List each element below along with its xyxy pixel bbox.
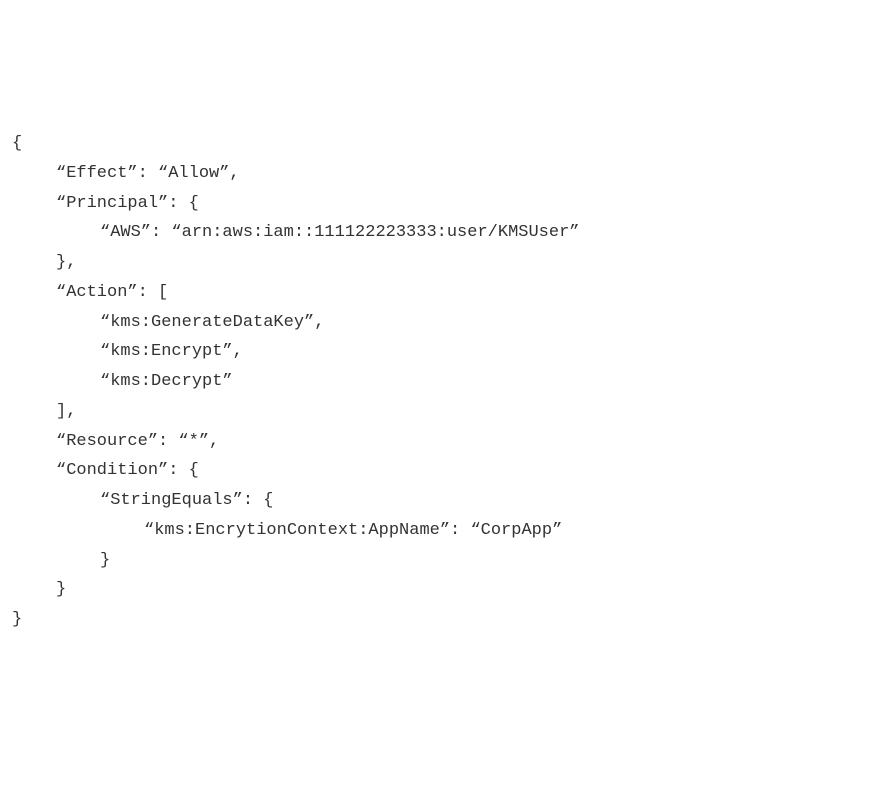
code-line: }	[12, 546, 857, 576]
code-block: {“Effect”: “Allow”,“Principal”: {“AWS”: …	[12, 129, 857, 635]
code-line: “kms:Decrypt”	[12, 367, 857, 397]
code-line: {	[12, 129, 857, 159]
code-line: }	[12, 575, 857, 605]
code-line: },	[12, 248, 857, 278]
code-line: “AWS”: “arn:aws:iam::111122223333:user/K…	[12, 218, 857, 248]
code-line: “Condition”: {	[12, 456, 857, 486]
code-line: “Resource”: “*”,	[12, 427, 857, 457]
code-line: “Action”: [	[12, 278, 857, 308]
code-line: “Effect”: “Allow”,	[12, 159, 857, 189]
code-line: }	[12, 605, 857, 635]
code-line: “kms:GenerateDataKey”,	[12, 308, 857, 338]
code-line: “kms:Encrypt”,	[12, 337, 857, 367]
code-line: “kms:EncrytionContext:AppName”: “CorpApp…	[12, 516, 857, 546]
code-line: ],	[12, 397, 857, 427]
code-line: “Principal”: {	[12, 189, 857, 219]
code-line: “StringEquals”: {	[12, 486, 857, 516]
